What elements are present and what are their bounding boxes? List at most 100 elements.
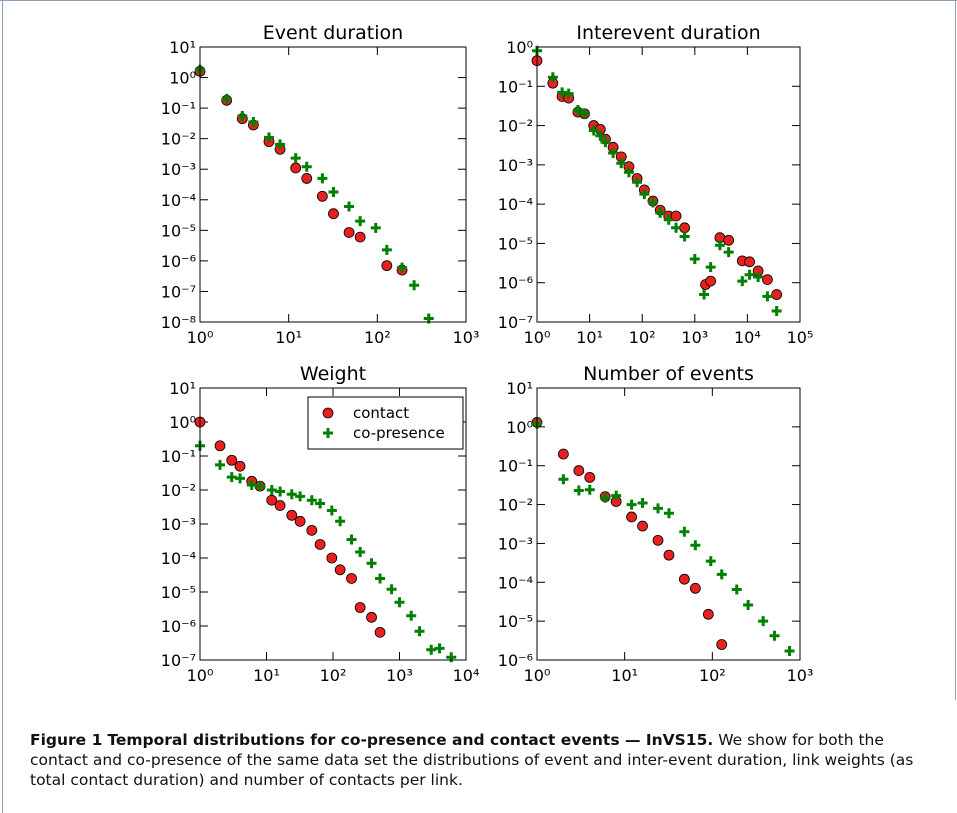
- point: [558, 474, 569, 485]
- y-tick-label: 10⁻⁶: [498, 274, 533, 293]
- point: [354, 231, 366, 243]
- y-tick-label: 10⁰: [506, 418, 533, 437]
- point: [286, 489, 297, 500]
- point: [744, 256, 755, 268]
- point: [678, 573, 690, 585]
- x-tick-label: 10¹: [253, 666, 280, 685]
- point: [600, 137, 611, 148]
- point: [370, 222, 381, 233]
- x-tick-label: 10²: [629, 328, 656, 347]
- x-tick-label: 10²: [364, 328, 391, 347]
- legend-marker: [323, 428, 333, 438]
- point: [263, 132, 274, 143]
- point: [584, 484, 595, 495]
- point: [758, 616, 769, 627]
- point: [274, 500, 286, 511]
- point: [406, 610, 417, 621]
- frame-line: [0, 0, 957, 1]
- point: [702, 608, 714, 620]
- point: [214, 440, 226, 452]
- y-tick-label: 10⁻⁶: [498, 651, 533, 670]
- y-tick-label: 10⁻⁴: [498, 195, 533, 214]
- point: [275, 486, 286, 497]
- point: [446, 652, 457, 663]
- y-tick-label: 10⁰: [169, 413, 196, 432]
- point: [744, 269, 755, 280]
- y-tick-label: 10⁻⁴: [498, 573, 533, 592]
- y-tick-label: 10⁻⁷: [161, 651, 196, 670]
- frame-line: [2, 0, 3, 813]
- caption-title: Temporal distributions for co-presence a…: [107, 731, 714, 749]
- point: [637, 497, 648, 508]
- x-tick-label: 10³: [787, 666, 814, 685]
- point: [290, 153, 301, 164]
- point: [705, 556, 716, 567]
- x-tick-label: 10³: [386, 666, 413, 685]
- point: [295, 491, 306, 502]
- point: [434, 643, 445, 654]
- y-tick-label: 10⁻³: [161, 515, 196, 534]
- point: [381, 244, 392, 255]
- point: [563, 88, 574, 99]
- point: [743, 600, 754, 611]
- point: [579, 108, 590, 119]
- point: [637, 520, 648, 532]
- point: [705, 262, 716, 273]
- point: [355, 216, 366, 227]
- point: [663, 508, 674, 519]
- plot-frame: [536, 46, 801, 323]
- chart: Event duration 10⁻⁸ 10⁻⁷ 10⁻⁶ 10⁻⁵ 10⁻⁴ 10⁻³ 10…: [161, 22, 480, 347]
- point: [314, 539, 326, 550]
- point: [237, 111, 248, 122]
- y-tick-label: 10⁻⁵: [498, 234, 533, 253]
- chart-title: Weight: [300, 363, 366, 385]
- point: [248, 117, 259, 128]
- chart-title: Interevent duration: [576, 22, 760, 44]
- legend-box: [307, 396, 464, 450]
- point: [346, 534, 357, 545]
- plot-frame: [536, 387, 801, 661]
- caption-text: We show for both the contact and co-pres…: [30, 731, 914, 789]
- point: [235, 473, 246, 484]
- chart: Weight 10⁻⁷ 10⁻⁶ 10⁻⁵ 10⁻⁴ 10⁻³ 10⁻² 10⁻¹ 10⁰ 10¹…: [161, 363, 480, 685]
- point: [328, 208, 339, 220]
- frame-line: [955, 0, 956, 700]
- point: [784, 646, 795, 657]
- y-tick-label: 10⁰: [506, 38, 533, 57]
- point: [584, 472, 596, 483]
- x-tick-label: 10³: [681, 328, 708, 347]
- y-tick-label: 10⁻⁵: [161, 221, 196, 240]
- point: [723, 234, 735, 246]
- point: [714, 240, 725, 251]
- x-tick-label: 10⁴: [734, 328, 761, 347]
- point: [716, 569, 727, 580]
- legend-label: contact: [353, 404, 409, 422]
- y-tick-label: 10⁻⁵: [161, 583, 196, 602]
- point: [731, 584, 742, 595]
- point: [374, 626, 386, 638]
- point: [623, 167, 634, 178]
- y-tick-label: 10⁻⁸: [161, 313, 196, 332]
- caption-label: Figure 1: [30, 731, 103, 749]
- point: [572, 104, 583, 115]
- point: [663, 214, 674, 225]
- point: [326, 505, 337, 516]
- point: [771, 306, 782, 317]
- point: [346, 573, 357, 584]
- point: [328, 186, 339, 197]
- y-tick-label: 10¹: [169, 38, 196, 57]
- y-tick-label: 10⁻³: [498, 534, 533, 553]
- x-tick-label: 10⁵: [787, 328, 814, 347]
- x-tick-label: 10¹: [611, 666, 638, 685]
- chart-title: Number of events: [583, 363, 754, 385]
- point: [343, 227, 355, 238]
- point: [679, 526, 690, 537]
- point: [290, 162, 302, 174]
- y-tick-label: 10⁻³: [498, 156, 533, 175]
- point: [608, 148, 619, 159]
- y-tick-label: 10⁻¹: [161, 447, 196, 466]
- point: [716, 639, 728, 650]
- y-tick-label: 10⁻⁷: [161, 282, 196, 301]
- point: [301, 173, 313, 184]
- x-tick-label: 10²: [699, 666, 726, 685]
